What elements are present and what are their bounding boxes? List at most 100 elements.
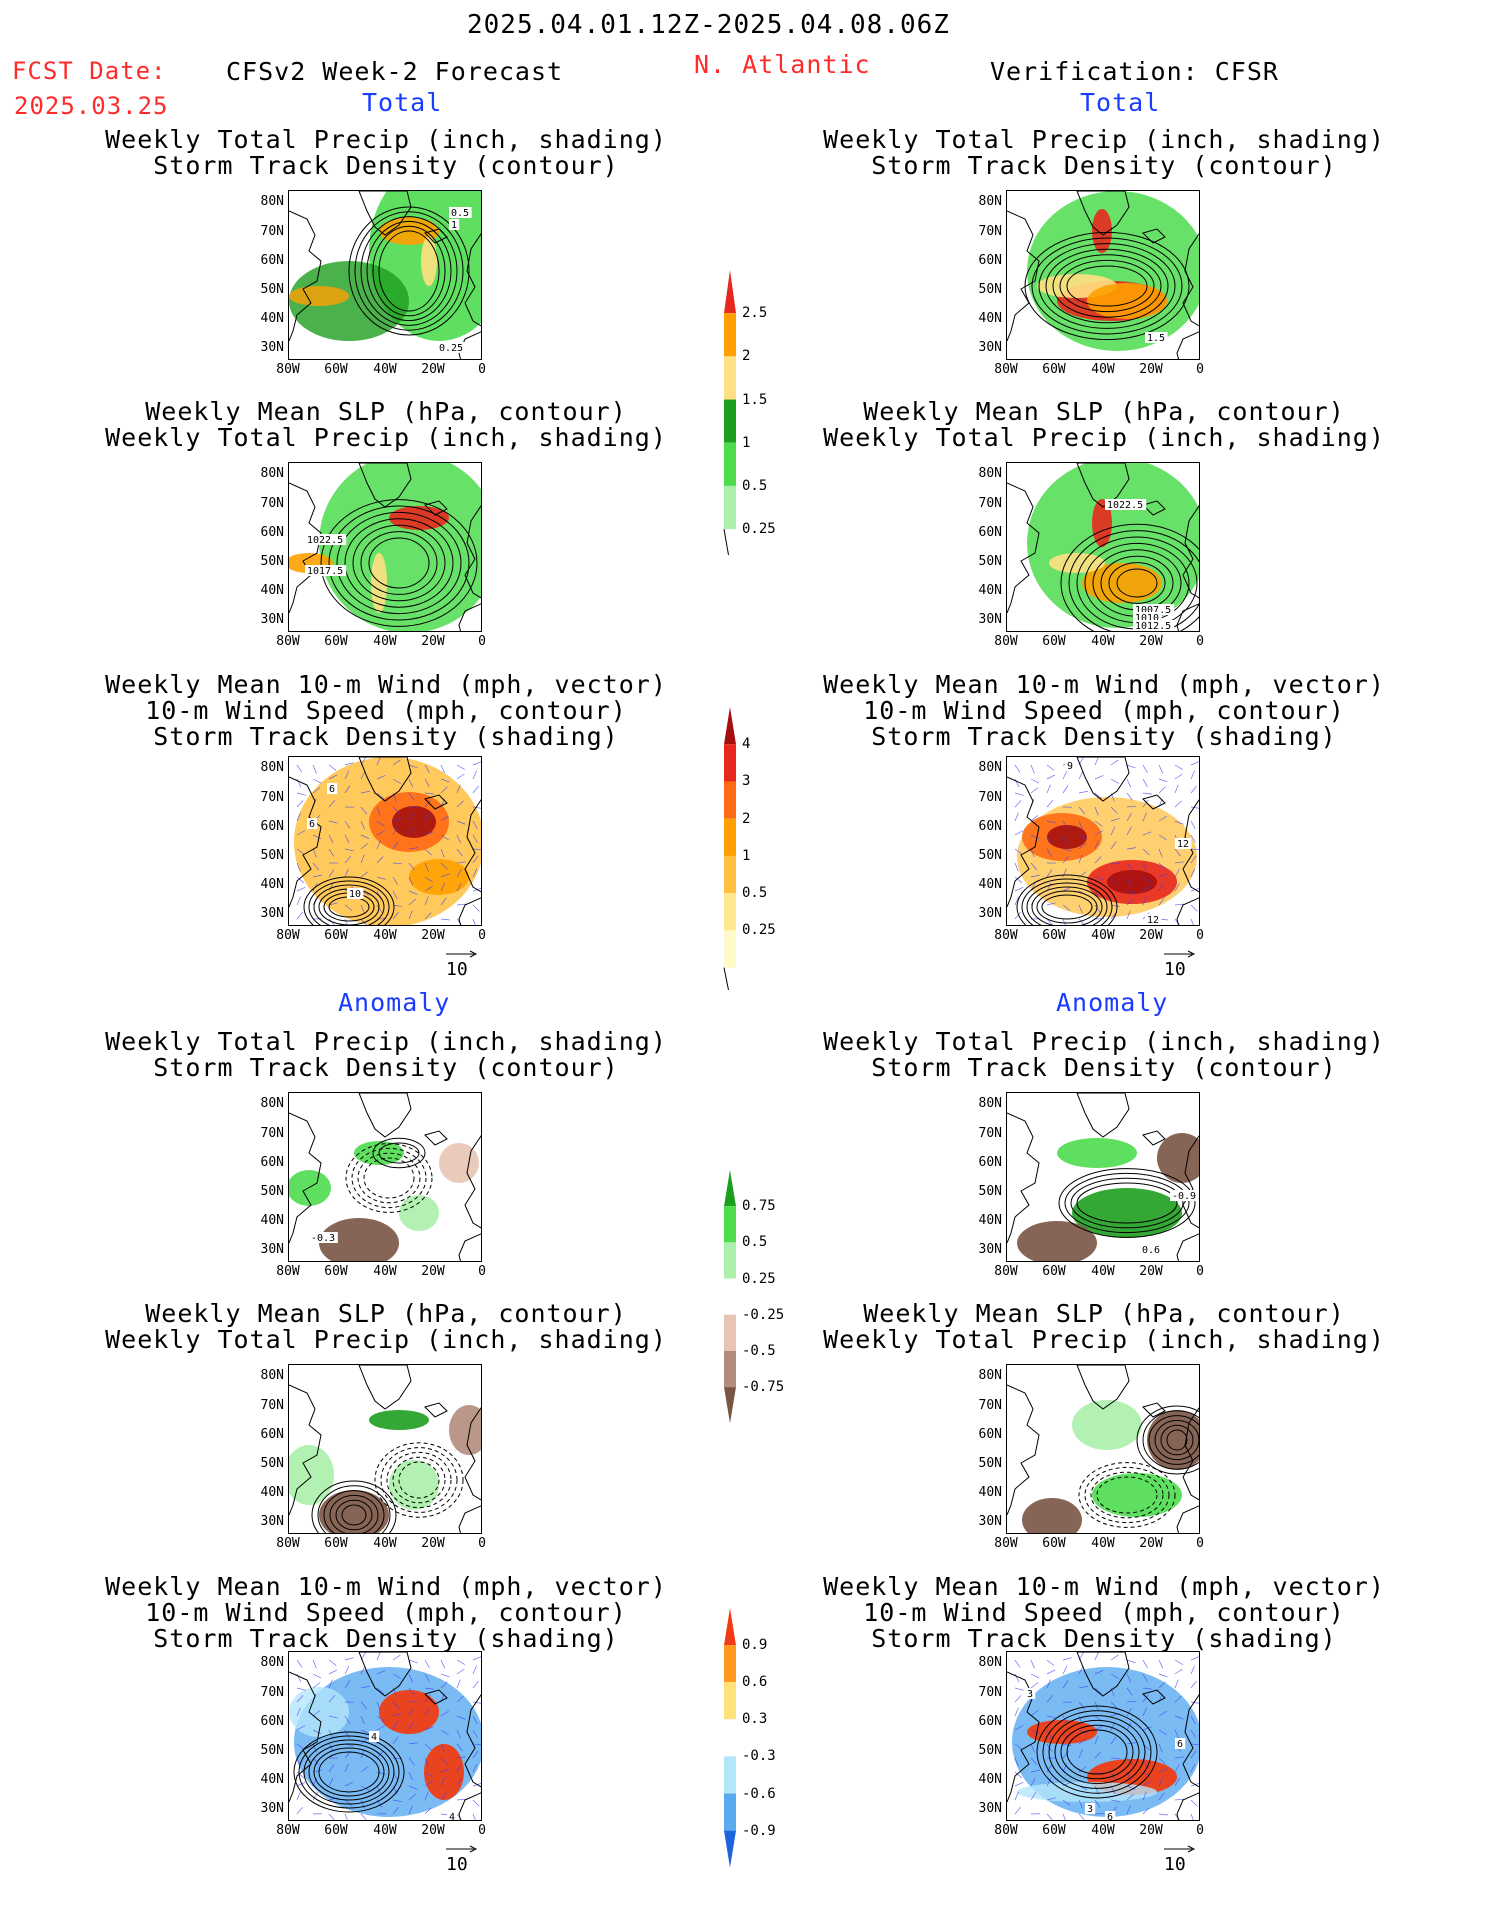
- shading-region: [319, 1490, 389, 1533]
- contour-line: [1042, 1710, 1152, 1794]
- colorbar-graphic: [723, 707, 736, 998]
- lon-tick-label: 80W: [994, 362, 1018, 377]
- panel-title-line: Storm Track Density (shading): [871, 1624, 1337, 1653]
- colorbar-swatch: [724, 270, 736, 314]
- colorbar-label: -0.9: [742, 1822, 776, 1839]
- colorbar-swatch: [724, 313, 736, 357]
- contour-line: [372, 225, 446, 317]
- contour-label-bg: [307, 818, 318, 829]
- lon-tick-label: 20W: [421, 928, 445, 943]
- map-panel-vf-total-slp: 1022.5 1007.5 1010 1012.5: [1006, 462, 1200, 632]
- lat-tick-label: 30N: [260, 1801, 284, 1816]
- contour-line: [1136, 1405, 1199, 1475]
- contour-line: [1084, 1466, 1170, 1524]
- contour-label-bg: [1133, 604, 1175, 615]
- contour-line: [1068, 530, 1199, 631]
- contour-label-bg: [1140, 1244, 1163, 1255]
- contour-label: 1022.5: [1107, 500, 1143, 511]
- shading-region: [1087, 283, 1167, 319]
- contour-label: 3: [1087, 1804, 1093, 1815]
- verification-title: Verification: CFSR: [990, 57, 1279, 86]
- contour-label: 1012.5: [1135, 621, 1171, 632]
- contour-label: 10: [349, 889, 361, 900]
- lat-tick-label: 80N: [260, 1655, 284, 1670]
- lat-tick-label: 30N: [978, 340, 1002, 355]
- contour-label: 12: [1147, 915, 1159, 926]
- lat-tick-label: 30N: [260, 612, 284, 627]
- lat-tick-label: 70N: [260, 496, 284, 511]
- lon-tick-label: 20W: [421, 1536, 445, 1551]
- contour-label: -0.9: [1172, 1191, 1196, 1202]
- contour-line: [329, 1494, 379, 1533]
- shading-region: [449, 1405, 481, 1455]
- contour-line: [1016, 874, 1118, 925]
- colorbar-swatch: [724, 1719, 736, 1757]
- panel-title-vf-total-slp: Weekly Mean SLP (hPa, contour) Weekly To…: [804, 399, 1404, 451]
- map-panel-fc-total-slp: 1022.5 1017.5: [288, 462, 482, 632]
- panel-title-line: Weekly Total Precip (inch, shading): [105, 423, 667, 452]
- contour-line: [360, 531, 438, 595]
- contour-line: [293, 1731, 405, 1813]
- coastline: [289, 463, 481, 631]
- contour-line: [352, 524, 446, 602]
- lat-tick-label: 60N: [260, 819, 284, 834]
- lat-tick-label: 80N: [978, 194, 1002, 209]
- lon-tick-label: 60W: [324, 1536, 348, 1551]
- colorbar-swatch: [724, 781, 736, 819]
- lat-tick-label: 40N: [978, 1485, 1002, 1500]
- coastline: [289, 1093, 481, 1261]
- contour-line: [345, 1143, 433, 1213]
- shading-region: [389, 1460, 439, 1510]
- panel-title-line: Weekly Total Precip (inch, shading): [823, 423, 1385, 452]
- panel-title-fc-total-slp: Weekly Mean SLP (hPa, contour) Weekly To…: [86, 399, 686, 451]
- lat-tick-label: 40N: [260, 583, 284, 598]
- shading-region: [389, 506, 449, 530]
- lon-tick-label: 80W: [276, 928, 300, 943]
- lon-tick-label: 40W: [373, 362, 397, 377]
- colorbar-label: 0.5: [742, 477, 768, 494]
- lat-tick-label: 60N: [260, 1427, 284, 1442]
- colorbar-anom_storm: [720, 1608, 740, 1894]
- lat-tick-label: 30N: [260, 1242, 284, 1257]
- colorbar-graphic: [723, 270, 736, 564]
- vector-reference-arrow: [446, 1845, 478, 1853]
- map-canvas: 1022.5 1017.5: [289, 463, 481, 631]
- contour-line: [348, 206, 470, 336]
- lat-tick-label: 60N: [260, 253, 284, 268]
- panel-title-line: Weekly Total Precip (inch, shading): [105, 125, 667, 154]
- lat-tick-label: 70N: [978, 496, 1002, 511]
- contour-line: [308, 880, 390, 925]
- contour-label-bg: [1085, 1803, 1096, 1814]
- panel-title-line: Storm Track Density (shading): [153, 1624, 619, 1653]
- coastline: [1007, 1365, 1199, 1533]
- contour-label-bg: [369, 1731, 380, 1742]
- contour-label: 6: [309, 819, 315, 830]
- lat-tick-label: 60N: [978, 819, 1002, 834]
- lat-tick-label: 30N: [978, 612, 1002, 627]
- contour-label-bg: [1065, 760, 1076, 771]
- panel-title-fc-total-precip: Weekly Total Precip (inch, shading) Stor…: [86, 127, 686, 179]
- contour-line: [318, 1751, 380, 1793]
- contour-label: -0.3: [311, 1233, 335, 1244]
- colorbar-label: 1: [742, 434, 751, 451]
- colorbar-swatch: [724, 1206, 736, 1243]
- lon-tick-label: 40W: [1091, 1536, 1115, 1551]
- lat-tick-label: 40N: [260, 1772, 284, 1787]
- colorbar-swatch: [724, 1278, 736, 1315]
- contour-label: 0.5: [451, 208, 469, 219]
- contour-line: [1070, 1177, 1184, 1229]
- contour-line: [1108, 562, 1166, 604]
- colorbar-swatch: [724, 1793, 736, 1831]
- panel-title-line: Weekly Mean 10-m Wind (mph, vector): [823, 670, 1385, 699]
- lon-tick-label: 0: [1196, 634, 1204, 649]
- map-panel-fc-total-precip: 0.5 1 0.25: [288, 190, 482, 360]
- lon-tick-label: 20W: [421, 1264, 445, 1279]
- panel-title-line: Weekly Total Precip (inch, shading): [823, 1027, 1385, 1056]
- contour-line: [372, 1137, 426, 1169]
- shading-region: [289, 1687, 349, 1737]
- panel-title-line: Storm Track Density (contour): [153, 1053, 619, 1082]
- lon-tick-label: 80W: [276, 1536, 300, 1551]
- contour-label: 4: [371, 1732, 377, 1743]
- lat-tick-label: 50N: [260, 848, 284, 863]
